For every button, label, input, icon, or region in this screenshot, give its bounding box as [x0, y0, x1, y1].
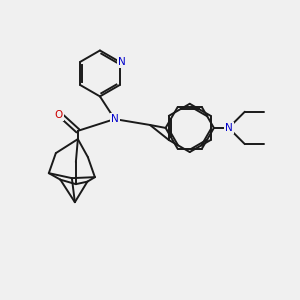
Text: N: N	[118, 57, 126, 67]
Text: N: N	[111, 114, 119, 124]
Text: O: O	[55, 110, 63, 120]
Text: N: N	[225, 123, 232, 133]
